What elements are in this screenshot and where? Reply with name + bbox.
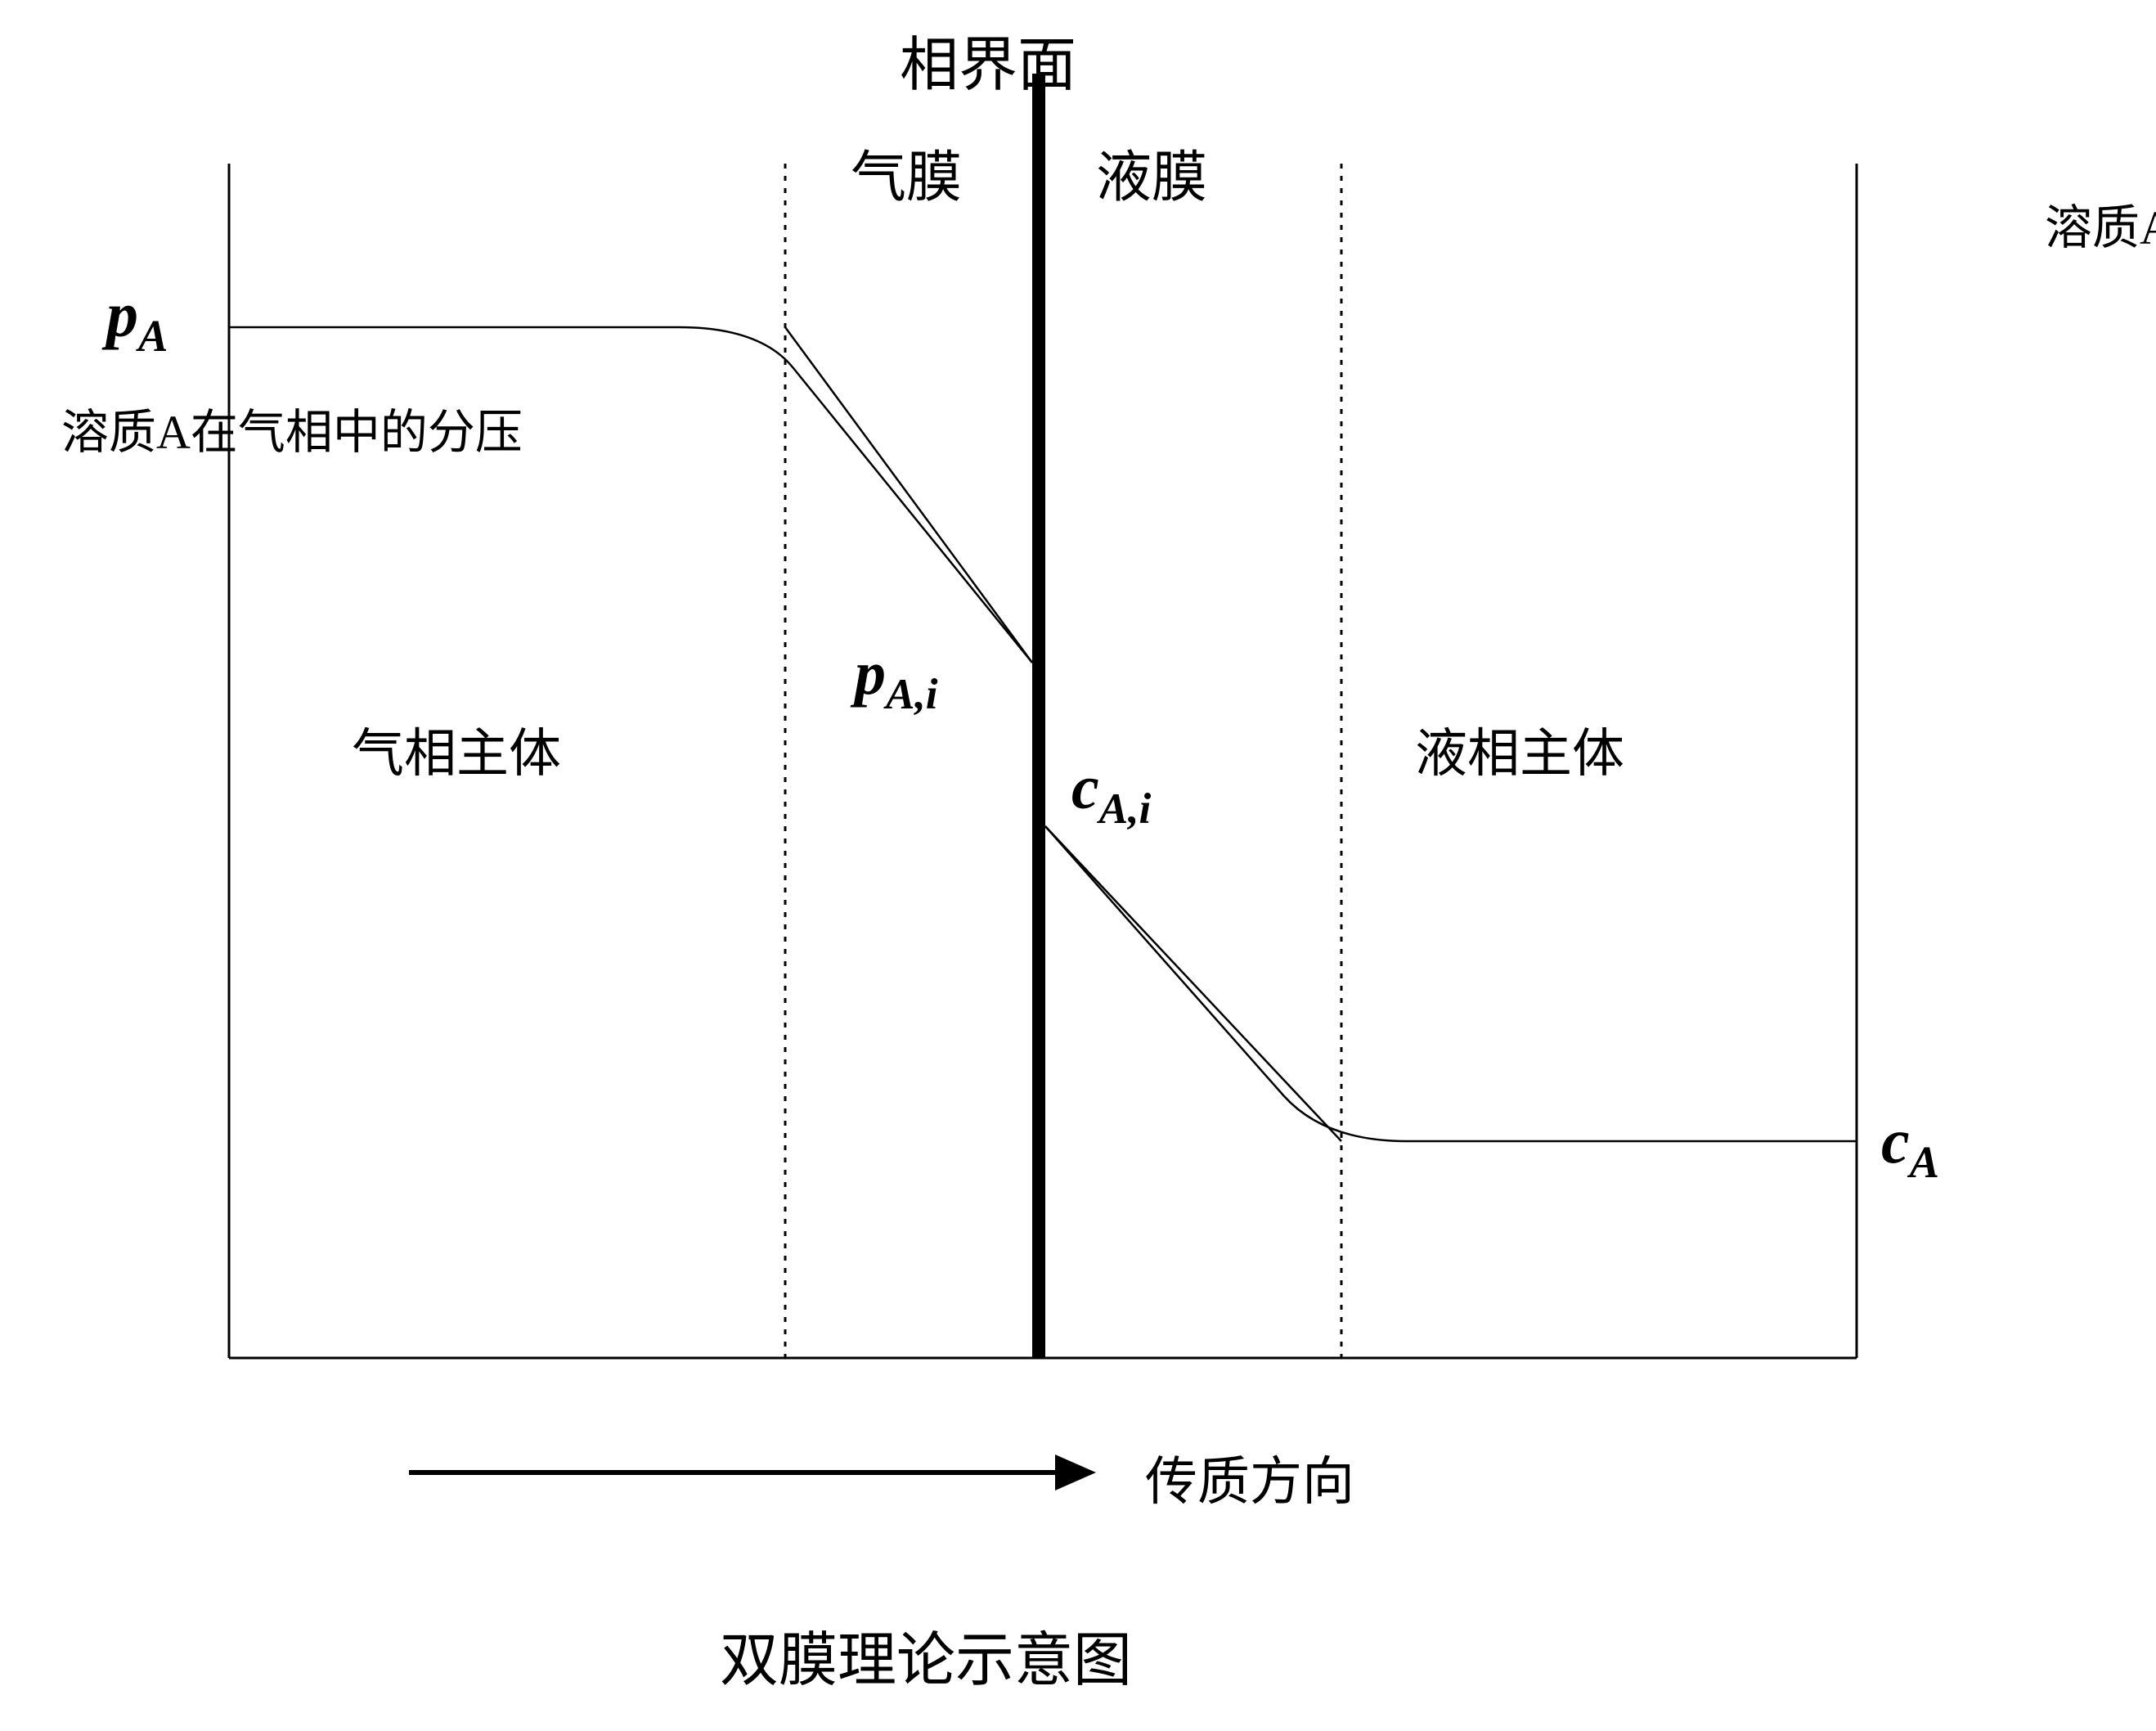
left-axis-label: 溶质A在气相中的分压 bbox=[61, 401, 109, 465]
right-axis-label: 溶质A在液相中的摩尔浓度 bbox=[2045, 196, 2092, 260]
gas-bulk-label: 气相主体 bbox=[352, 712, 561, 787]
cAi-subscript: A,i bbox=[1099, 785, 1152, 833]
gas-film-label: 气膜 bbox=[851, 147, 906, 209]
diagram-title: 双膜理论示意图 bbox=[720, 1612, 1132, 1697]
interface-label: 相界面 bbox=[900, 16, 1076, 102]
pAi-variable: pA,i bbox=[855, 638, 938, 709]
liquid-film-chord bbox=[1045, 826, 1341, 1141]
cA-letter: c bbox=[1881, 1105, 1910, 1176]
gas-film-chord bbox=[785, 327, 1032, 663]
liquid-film-label: 液膜 bbox=[1096, 147, 1152, 209]
diagram-svg bbox=[0, 0, 2156, 1731]
arrow-head bbox=[1055, 1454, 1096, 1490]
cA-variable: cA bbox=[1881, 1104, 1939, 1178]
liquid-concentration-curve bbox=[1045, 826, 1857, 1141]
pA-subscript: A bbox=[138, 311, 168, 361]
cA-subscript: A bbox=[1910, 1137, 1939, 1187]
liquid-film-text: 液膜 bbox=[1096, 147, 1152, 209]
pA-variable: pA bbox=[106, 278, 168, 352]
mass-transfer-direction-label: 传质方向 bbox=[1145, 1440, 1354, 1515]
pAi-letter: p bbox=[855, 639, 886, 708]
diagram-container: 相界面 气膜 液膜 pA pA,i cA,i cA 气相主体 液相主体 溶质A在… bbox=[0, 0, 2156, 1731]
pAi-subscript: A,i bbox=[886, 670, 938, 718]
right-axis-text: 溶质A在液相中的摩尔浓度 bbox=[2045, 196, 2156, 260]
gas-film-text: 气膜 bbox=[851, 147, 906, 209]
cAi-variable: cA,i bbox=[1071, 753, 1151, 824]
cAi-letter: c bbox=[1071, 753, 1099, 822]
liquid-bulk-label: 液相主体 bbox=[1415, 712, 1624, 787]
gas-concentration-curve bbox=[229, 327, 1032, 663]
pA-letter: p bbox=[106, 279, 138, 350]
left-axis-text: 溶质A在气相中的分压 bbox=[61, 401, 523, 465]
